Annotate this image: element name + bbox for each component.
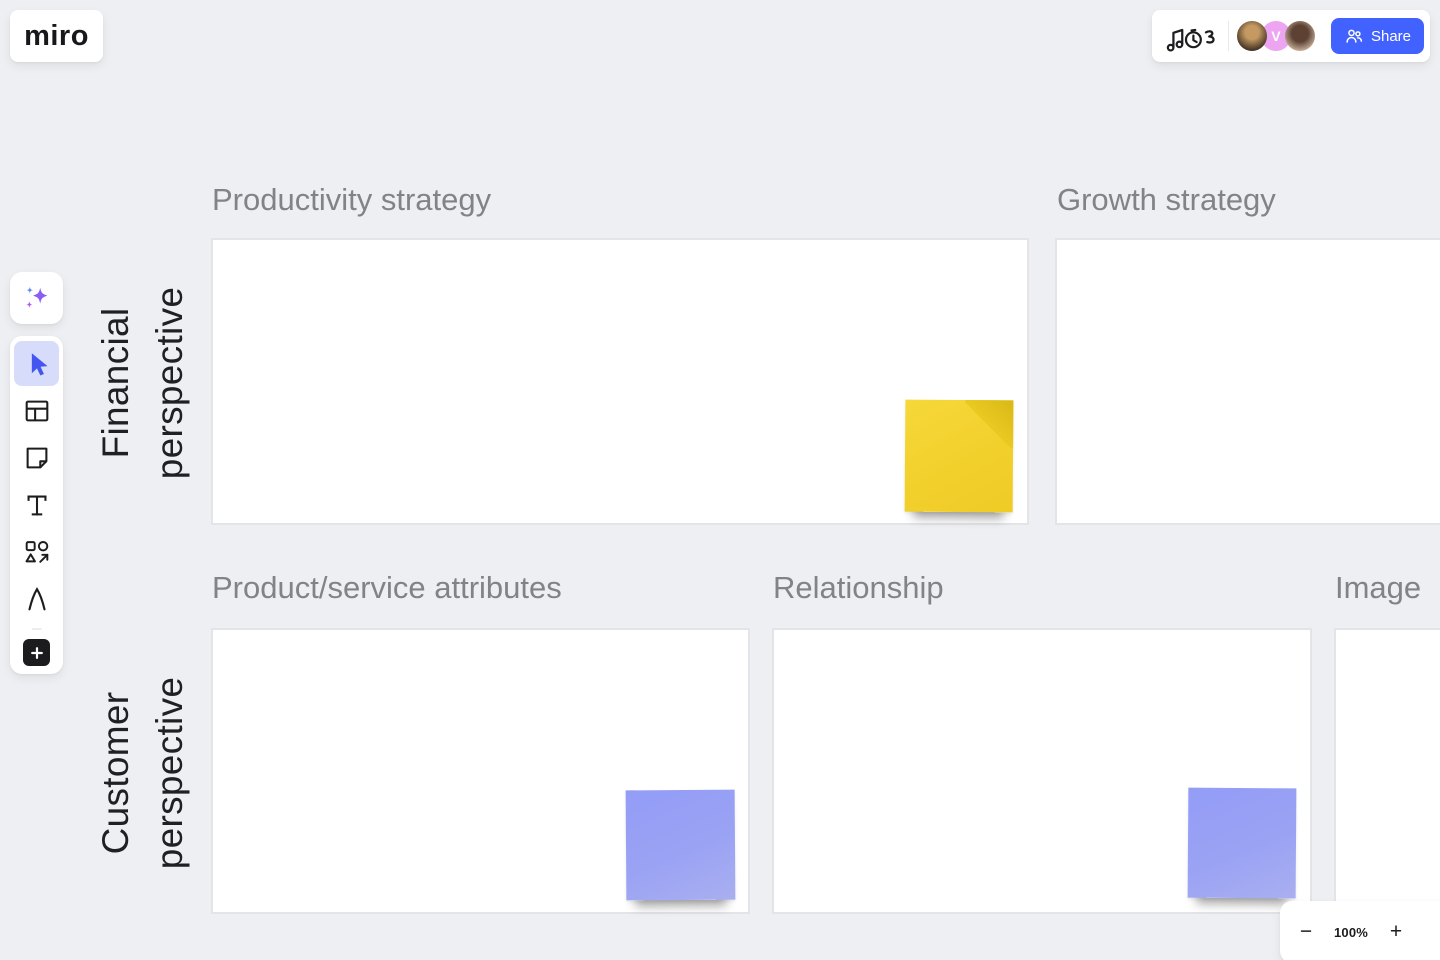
templates-icon bbox=[22, 396, 52, 426]
zoom-in-button[interactable]: + bbox=[1380, 916, 1412, 948]
row-label-customer-perspective[interactable]: Customer perspective bbox=[87, 633, 199, 913]
tool-templates[interactable] bbox=[14, 388, 59, 433]
pen-icon bbox=[22, 584, 52, 614]
row-label-line: Financial bbox=[94, 307, 136, 459]
tool-shapes[interactable] bbox=[14, 529, 59, 574]
topbar-divider bbox=[1227, 21, 1229, 51]
zoom-controls: − 100% + bbox=[1280, 901, 1440, 960]
share-button[interactable]: Share bbox=[1330, 18, 1424, 54]
tool-sticky-note[interactable] bbox=[14, 435, 59, 480]
avatar[interactable] bbox=[1236, 21, 1267, 51]
zoom-out-button[interactable]: − bbox=[1290, 916, 1322, 948]
sticky-note-fold bbox=[965, 400, 1014, 449]
ai-assistant-button[interactable] bbox=[10, 272, 63, 324]
ai-sparkles-icon bbox=[21, 282, 53, 314]
zoom-level[interactable]: 100% bbox=[1333, 924, 1369, 940]
creation-toolbar bbox=[10, 336, 63, 674]
row-label-line: Customer bbox=[94, 691, 136, 855]
frame-productivity-strategy[interactable] bbox=[211, 238, 1029, 525]
frame-title-product-service-attributes[interactable]: Product/service attributes bbox=[212, 570, 562, 605]
zoom-out-icon: − bbox=[1299, 920, 1313, 943]
row-label-line: perspective bbox=[149, 286, 190, 480]
frame-title-relationship[interactable]: Relationship bbox=[773, 570, 944, 605]
frame-growth-strategy[interactable] bbox=[1055, 238, 1440, 525]
miro-logo-card[interactable]: miro bbox=[10, 10, 103, 62]
sticky-note-icon bbox=[22, 443, 52, 473]
row-label-financial-perspective[interactable]: Financial perspective bbox=[87, 243, 199, 523]
sticky-note-blue[interactable] bbox=[625, 789, 736, 901]
people-share-icon bbox=[1344, 26, 1364, 46]
cursor-icon bbox=[22, 349, 52, 379]
shapes-icon bbox=[22, 537, 52, 567]
zoom-in-icon: + bbox=[1389, 920, 1403, 943]
tool-text[interactable] bbox=[14, 482, 59, 527]
music-note-timer-doodle-icon[interactable] bbox=[1164, 17, 1220, 56]
plus-icon bbox=[26, 642, 48, 664]
avatar[interactable] bbox=[1284, 21, 1315, 51]
share-button-label: Share bbox=[1370, 27, 1411, 45]
frame-title-productivity-strategy[interactable]: Productivity strategy bbox=[212, 182, 492, 217]
tool-select-cursor[interactable] bbox=[14, 341, 59, 386]
row-label-line: perspective bbox=[149, 676, 190, 870]
tool-more-plus-button[interactable] bbox=[23, 639, 50, 666]
sticky-note-blue[interactable] bbox=[1187, 787, 1297, 899]
collaborator-avatars: V bbox=[1236, 21, 1315, 51]
frame-title-image[interactable]: Image bbox=[1335, 570, 1422, 605]
toolbar-divider bbox=[31, 628, 42, 630]
tool-pen[interactable] bbox=[14, 576, 59, 621]
sticky-note-yellow[interactable] bbox=[904, 399, 1014, 513]
topbar: V Share bbox=[1151, 10, 1430, 62]
miro-logo[interactable]: miro bbox=[24, 19, 89, 52]
frame-image[interactable] bbox=[1334, 628, 1440, 914]
text-icon bbox=[22, 490, 52, 520]
frame-title-growth-strategy[interactable]: Growth strategy bbox=[1057, 182, 1276, 217]
